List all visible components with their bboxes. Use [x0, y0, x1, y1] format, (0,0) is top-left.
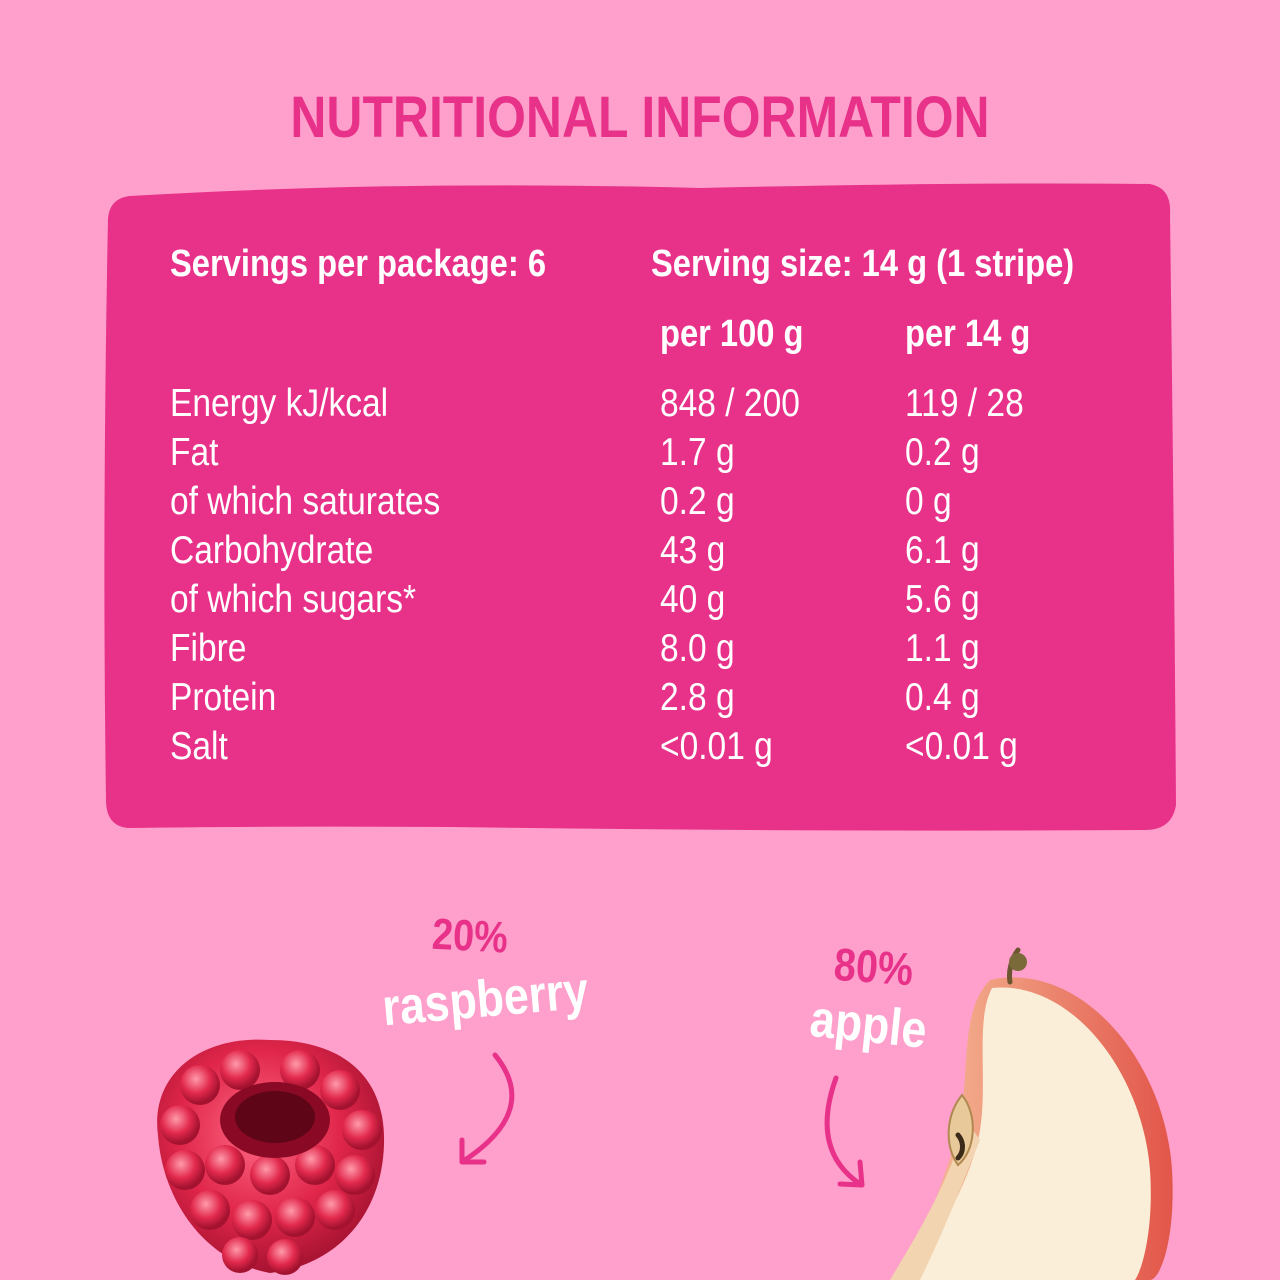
row-value-per-serving: 1.1 g — [905, 627, 980, 670]
row-label: Fibre — [170, 627, 247, 670]
row-value-per-serving: 0.4 g — [905, 676, 980, 719]
apple-slice-image — [890, 947, 1173, 1280]
raspberry-image — [157, 1039, 385, 1275]
row-label: Carbohydrate — [170, 529, 374, 572]
raspberry-arrow-icon — [459, 1052, 515, 1165]
row-value-per-100g: 0.2 g — [660, 480, 735, 523]
servings-per-package: Servings per package: 6 — [170, 243, 547, 285]
row-value-per-100g: 848 / 200 — [660, 382, 800, 425]
row-value-per-serving: <0.01 g — [905, 725, 1018, 768]
serving-size: Serving size: 14 g (1 stripe) — [651, 243, 1075, 285]
row-value-per-100g: <0.01 g — [660, 725, 773, 768]
row-value-per-100g: 43 g — [660, 529, 726, 572]
column-header-per-100g: per 100 g — [660, 313, 804, 355]
row-value-per-serving: 119 / 28 — [905, 382, 1024, 425]
row-value-per-100g: 8.0 g — [660, 627, 735, 670]
row-label: Fat — [170, 431, 219, 474]
row-label: Salt — [170, 725, 228, 768]
row-value-per-100g: 40 g — [660, 578, 726, 621]
row-value-per-100g: 1.7 g — [660, 431, 735, 474]
row-value-per-serving: 5.6 g — [905, 578, 980, 621]
row-value-per-serving: 0 g — [905, 480, 952, 523]
page-title: NUTRITIONAL INFORMATION — [290, 85, 990, 150]
row-value-per-serving: 6.1 g — [905, 529, 980, 572]
row-label: of which saturates — [170, 480, 441, 523]
row-label: Energy kJ/kcal — [170, 382, 389, 425]
apple-arrow-icon — [824, 1075, 865, 1188]
row-value-per-100g: 2.8 g — [660, 676, 735, 719]
column-header-per-serving: per 14 g — [905, 313, 1031, 355]
row-value-per-serving: 0.2 g — [905, 431, 980, 474]
row-label: Protein — [170, 676, 277, 719]
row-label: of which sugars* — [170, 578, 417, 621]
